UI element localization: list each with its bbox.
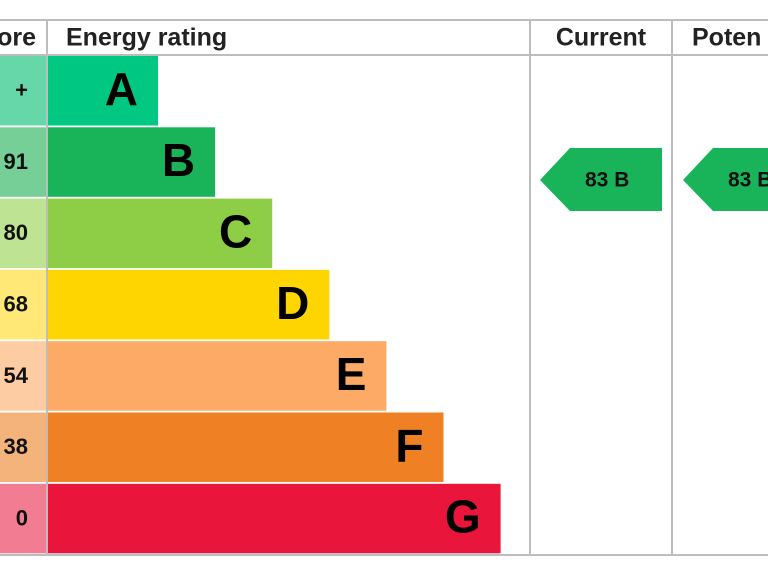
score-cell — [0, 56, 46, 126]
rating-header: Energy rating — [66, 24, 227, 52]
band-letter: B — [162, 134, 195, 186]
score-cell — [0, 269, 46, 340]
score-cell — [0, 341, 46, 411]
current-arrow — [540, 148, 662, 211]
band-letter: A — [105, 63, 138, 115]
rating-band — [48, 412, 444, 482]
score-label: 38 — [4, 434, 28, 459]
score-header: ore — [0, 24, 36, 52]
band-letter: D — [276, 277, 309, 329]
score-cell — [0, 412, 46, 482]
rating-band — [48, 341, 387, 411]
score-label: 0 — [16, 505, 28, 530]
band-letter: G — [445, 491, 481, 543]
score-label: 91 — [4, 149, 28, 174]
score-label: + — [15, 78, 28, 103]
score-cell — [0, 483, 46, 554]
score-cell — [0, 127, 46, 197]
rating-band — [48, 269, 330, 340]
rating-band — [48, 127, 216, 197]
current-label: 83 B — [585, 169, 629, 192]
score-label: 80 — [4, 220, 28, 245]
rating-band — [48, 483, 501, 554]
score-label: 54 — [4, 363, 29, 388]
score-label: 68 — [4, 291, 28, 316]
band-letter: C — [219, 206, 252, 258]
potential-header: Poten — [692, 24, 761, 52]
rating-band — [48, 56, 158, 126]
rating-band — [48, 198, 273, 269]
potential-arrow — [683, 148, 768, 211]
current-header: Current — [556, 24, 647, 52]
potential-label: 83 B — [728, 169, 768, 192]
band-letter: E — [336, 348, 367, 400]
band-letter: F — [395, 419, 423, 471]
score-cell — [0, 198, 46, 269]
